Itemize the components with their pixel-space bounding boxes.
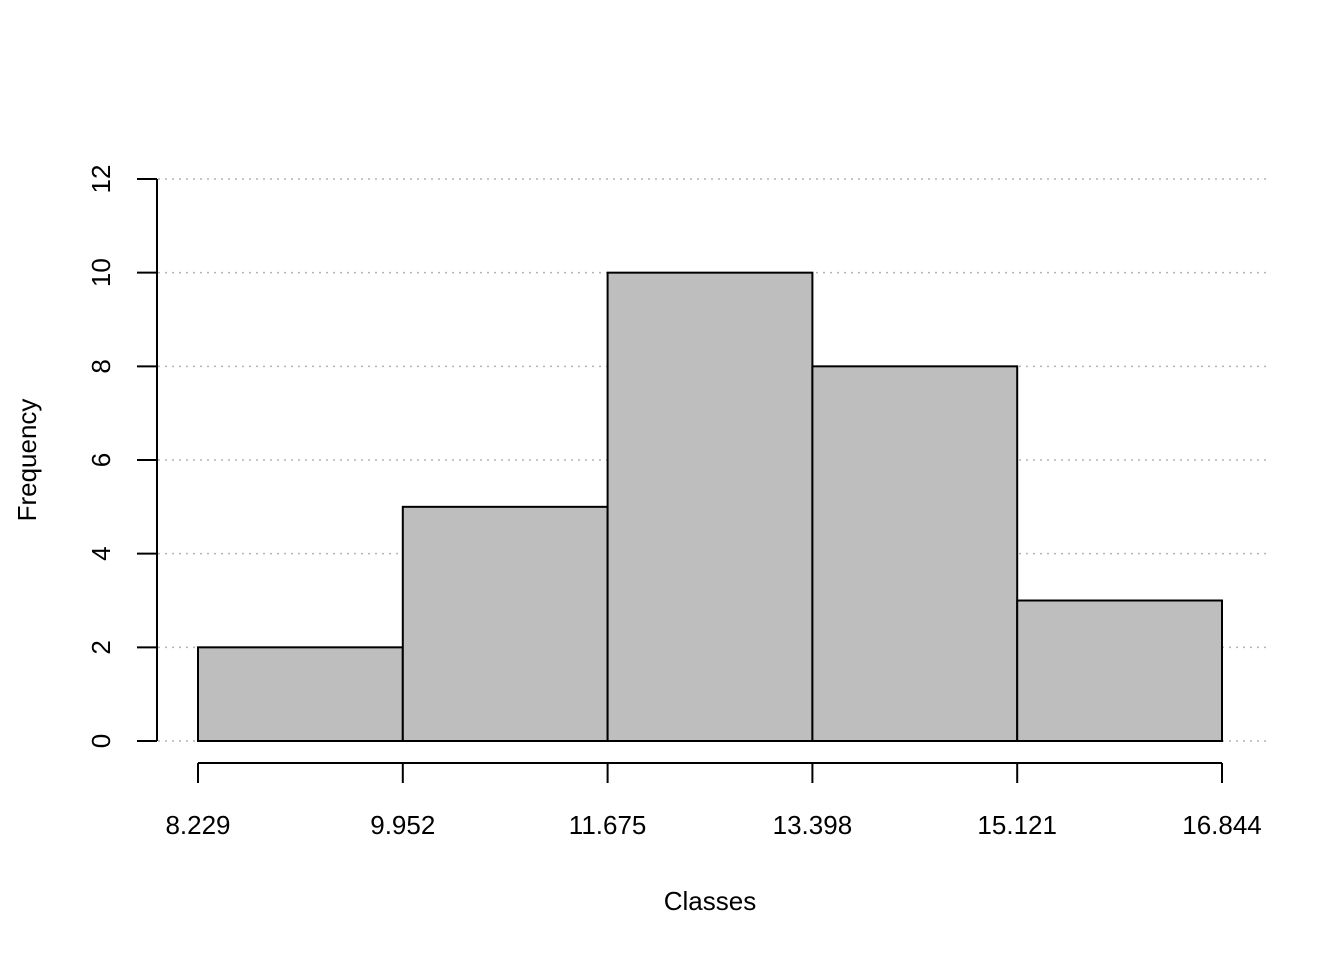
x-axis-title: Classes <box>664 886 756 916</box>
x-tick-label: 15.121 <box>977 810 1057 840</box>
histogram-bar <box>1016 599 1224 742</box>
x-tick-label: 8.229 <box>165 810 230 840</box>
histogram-bar <box>197 646 404 742</box>
x-tick-label: 11.675 <box>569 810 647 840</box>
histogram-bar <box>606 271 814 742</box>
y-tick-label: 8 <box>86 359 116 373</box>
y-axis-title: Frequency <box>12 399 42 522</box>
y-tick-label: 10 <box>86 258 116 287</box>
x-tick-label: 9.952 <box>370 810 435 840</box>
x-tick-label: 13.398 <box>773 810 853 840</box>
y-tick-label: 0 <box>86 734 116 748</box>
y-tick-label: 12 <box>86 165 116 194</box>
y-axis: 0 2 4 6 8 10 12 <box>86 165 158 748</box>
histogram-bar <box>811 365 1019 742</box>
y-tick-label: 4 <box>86 546 116 560</box>
histogram-bars <box>197 271 1224 743</box>
histogram-bar <box>401 505 609 743</box>
x-tick-label: 16.844 <box>1182 810 1262 840</box>
y-tick-label: 6 <box>86 453 116 467</box>
x-axis: 8.229 9.952 11.675 13.398 15.121 16.844 <box>165 762 1262 840</box>
y-tick-label: 2 <box>86 640 116 654</box>
